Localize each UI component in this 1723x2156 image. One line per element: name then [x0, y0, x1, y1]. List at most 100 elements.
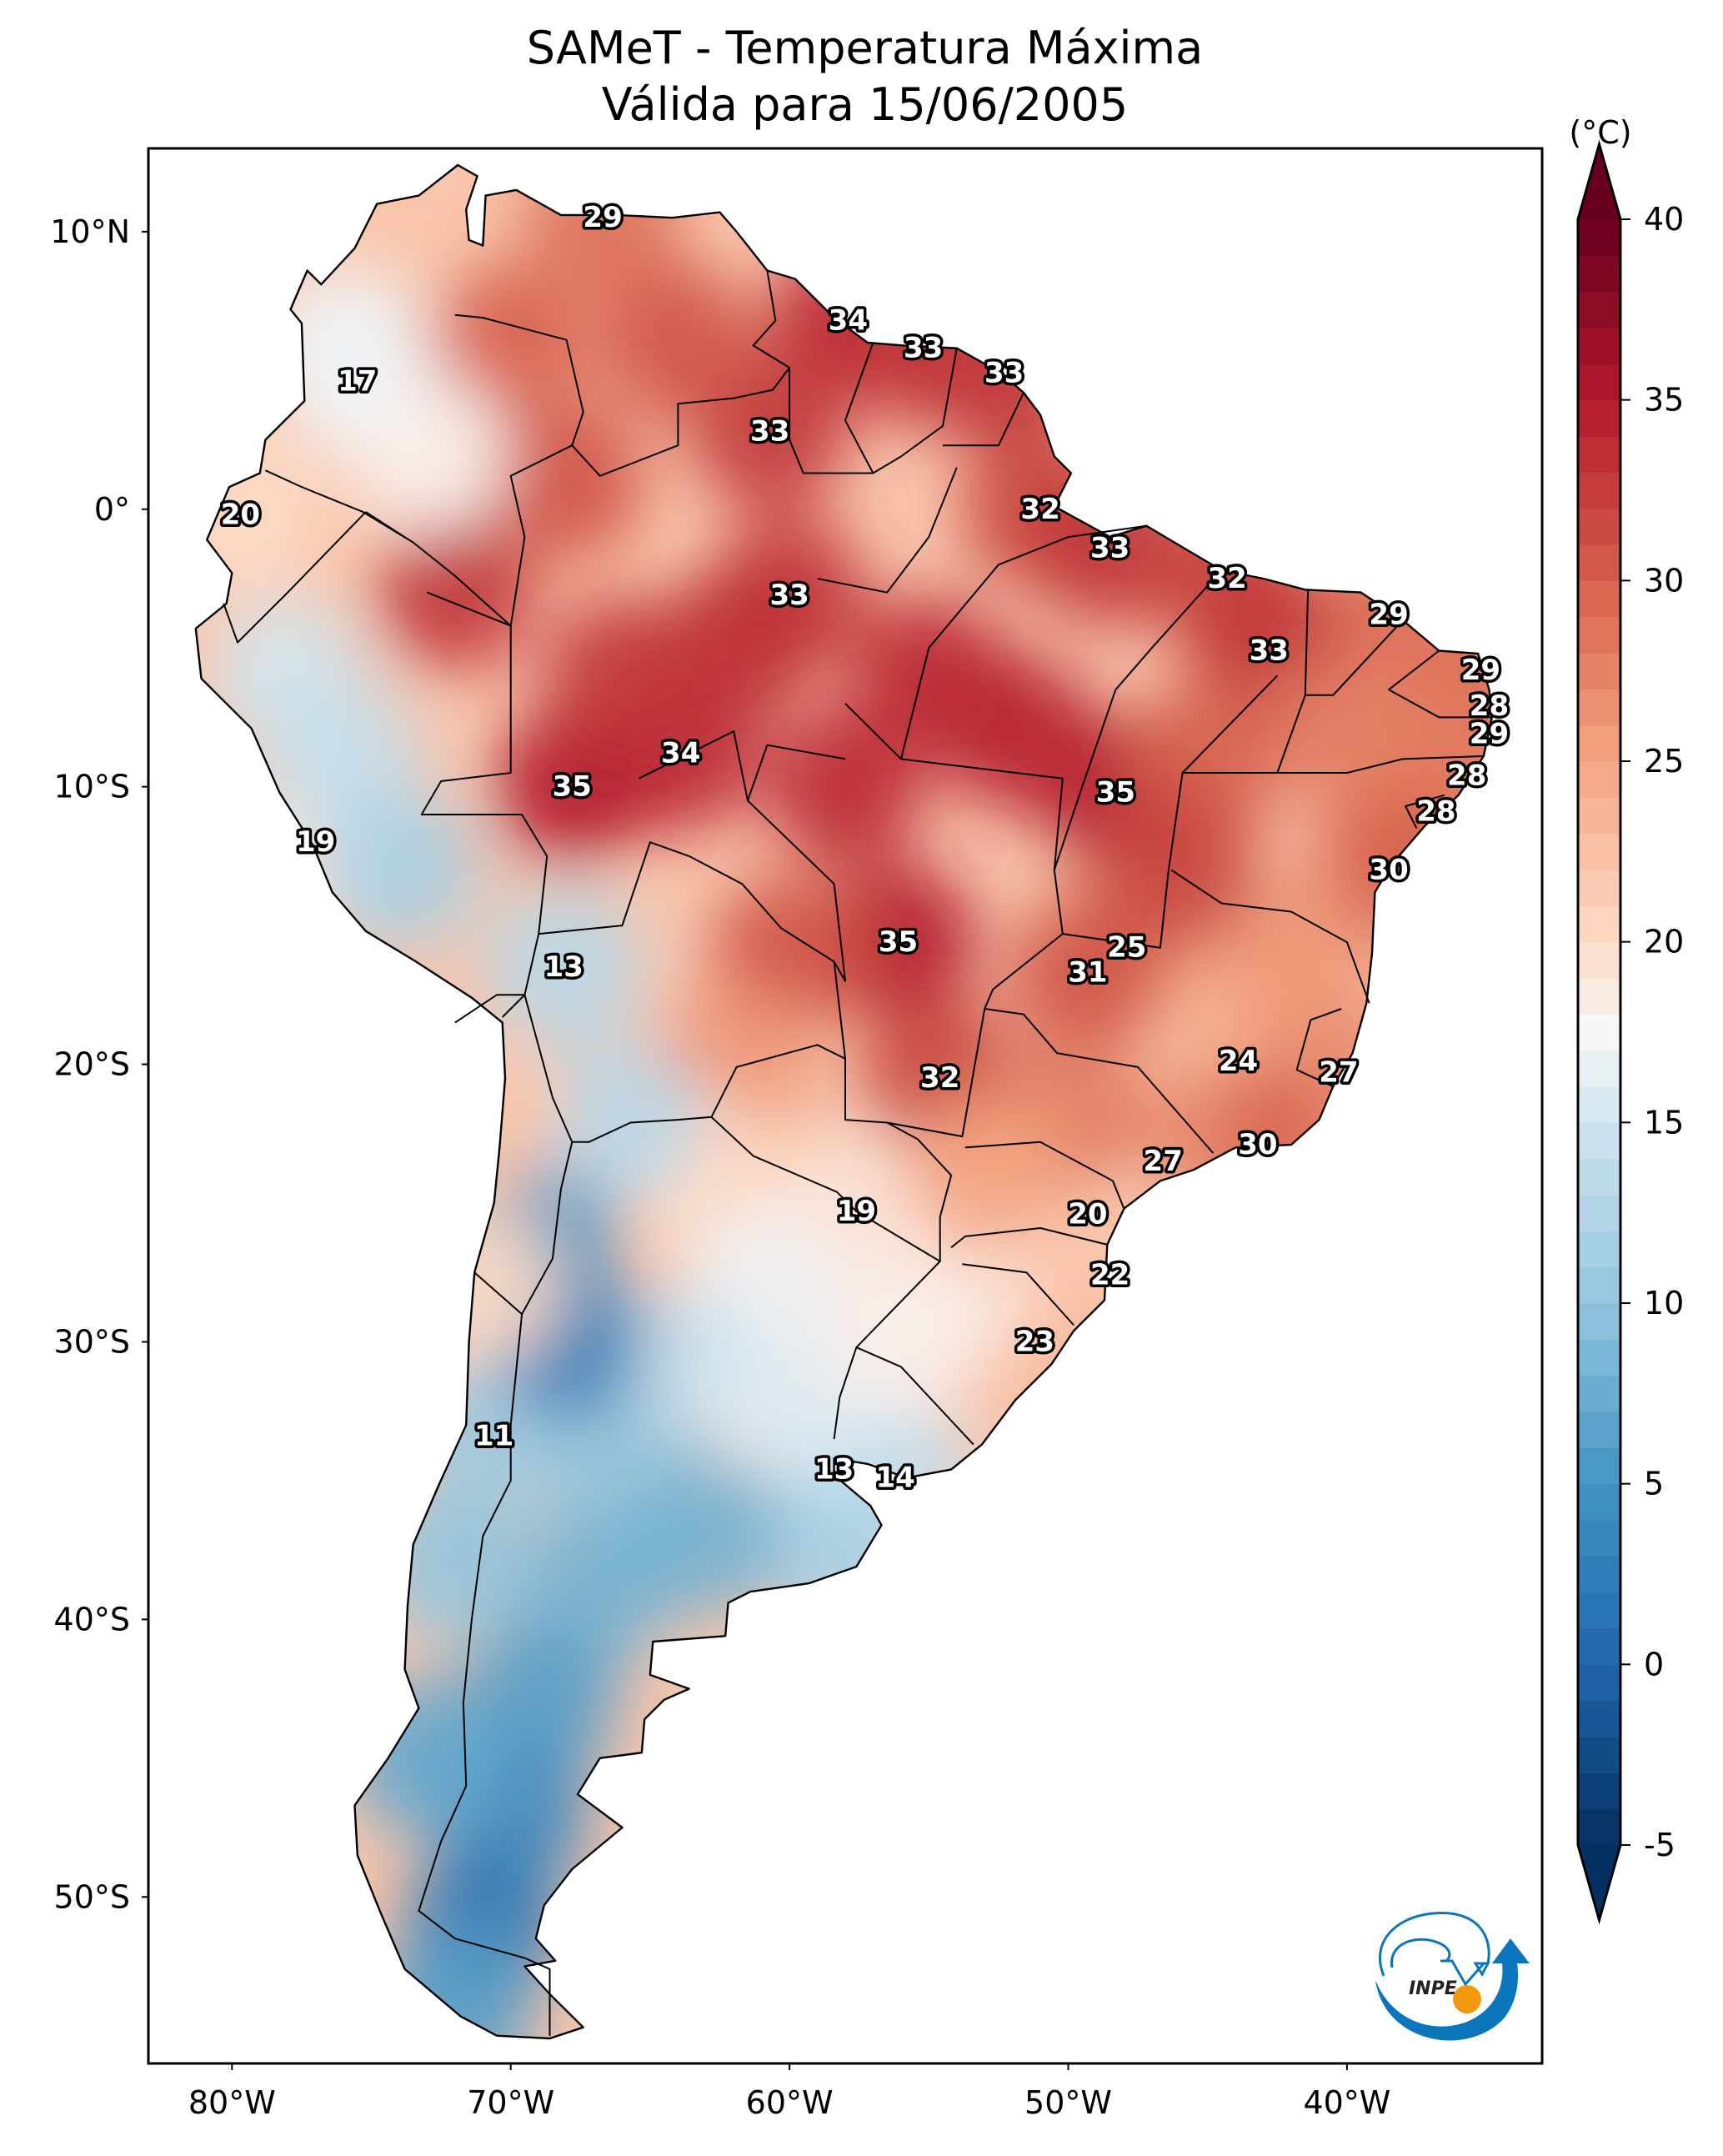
y-tick-label: 20°S	[54, 1046, 130, 1083]
border-line	[1388, 649, 1492, 719]
colorbar-extend-max	[1578, 144, 1620, 219]
colorbar-band	[1578, 1447, 1620, 1485]
border-line	[872, 348, 958, 474]
station-value-label: 11	[474, 1420, 513, 1453]
station-value-label: 17	[338, 365, 377, 399]
border-line	[418, 1141, 573, 2036]
border-line	[1305, 619, 1404, 696]
border-line	[1277, 755, 1484, 774]
temperature-cell	[821, 1262, 980, 1421]
border-line	[454, 994, 525, 1024]
colorbar-band	[1578, 1303, 1620, 1340]
colorbar-tick-label: -5	[1644, 1827, 1675, 1863]
colorbar-band	[1578, 1014, 1620, 1051]
temperature-cell	[905, 1096, 1064, 1255]
station-value-label: 35	[553, 770, 592, 804]
station-value-label: 20	[1068, 1197, 1107, 1231]
station-value-label: 34	[829, 303, 868, 337]
border-line	[710, 1058, 953, 1262]
border-line	[817, 467, 958, 594]
station-value-label: 29	[583, 201, 622, 234]
colorbar-tick-label: 40	[1644, 201, 1684, 238]
logo-inner-arc	[1390, 1938, 1451, 1968]
border-line	[789, 342, 874, 474]
border-line	[420, 591, 548, 1018]
logo-down-arrow	[1440, 1959, 1490, 1987]
colorbar-band	[1578, 1122, 1620, 1160]
x-tick-label: 50°W	[1024, 2084, 1112, 2121]
colorbar-tick-label: 20	[1644, 924, 1684, 960]
temperature-cell	[933, 652, 1092, 811]
border-line	[950, 1227, 1108, 1249]
colorbar-band	[1578, 833, 1620, 870]
temperature-cell	[348, 374, 507, 534]
colorbar-band	[1578, 255, 1620, 293]
colorbar-band	[1578, 472, 1620, 509]
border-line	[264, 469, 414, 544]
logo-orange-dot	[1453, 1985, 1481, 2013]
colorbar-extend-min	[1578, 1845, 1620, 1920]
colorbar-band	[1578, 653, 1620, 689]
x-tick-label: 80°W	[188, 2084, 276, 2121]
colorbar-band	[1578, 1375, 1620, 1412]
temperature-cell	[626, 1457, 785, 1616]
colorbar-band	[1578, 580, 1620, 618]
colorbar-band	[1578, 1737, 1620, 1773]
station-value-label: 19	[837, 1195, 876, 1228]
border-line	[1295, 1008, 1342, 1088]
border-line	[523, 841, 846, 1143]
colorbar-band	[1578, 219, 1620, 256]
y-tick-label: 50°S	[54, 1878, 130, 1915]
station-value-label: 13	[544, 950, 584, 984]
political-borders	[223, 270, 1492, 2036]
border-line	[899, 524, 1147, 760]
colorbar-unit-label: (°C)	[1569, 114, 1631, 151]
station-value-label: 29	[1470, 717, 1509, 750]
colorbar-band	[1578, 1520, 1620, 1557]
colorbar-band	[1578, 1556, 1620, 1593]
border-line	[833, 1261, 941, 1440]
station-value-label: 34	[661, 737, 700, 770]
y-tick-label: 40°S	[54, 1601, 130, 1637]
temperature-cell	[1267, 652, 1426, 811]
colorbar-band	[1578, 1483, 1620, 1521]
logo-text: INPE	[1409, 1978, 1457, 1999]
colorbar-band	[1578, 616, 1620, 654]
border-line	[962, 1263, 1074, 1326]
colorbar-band	[1578, 1086, 1620, 1123]
y-tick-label: 10°N	[50, 213, 130, 250]
border-line	[1170, 869, 1370, 1004]
chart-title-line2: Válida para 15/06/2005	[601, 78, 1129, 131]
colorbar-band	[1578, 689, 1620, 726]
colorbar-band	[1578, 905, 1620, 943]
station-value-label: 25	[1107, 931, 1146, 965]
station-value-label: 28	[1416, 795, 1455, 829]
temperature-cell	[543, 596, 702, 755]
station-value-label: 20	[221, 498, 260, 531]
colorbar-band	[1578, 1628, 1620, 1665]
colorbar-band	[1578, 1339, 1620, 1376]
temperature-cell	[1212, 874, 1371, 1033]
colorbar-band	[1578, 364, 1620, 401]
station-value-label: 33	[750, 415, 789, 449]
colorbar-tick-label: 10	[1644, 1285, 1684, 1321]
border-line	[1053, 569, 1279, 949]
y-tick-label: 10°S	[54, 769, 130, 805]
station-value-label: 33	[904, 332, 943, 365]
colorbar-band	[1578, 399, 1620, 437]
station-value-label: 19	[296, 825, 335, 859]
colorbar-tick-label: 5	[1644, 1466, 1664, 1502]
station-value-label: 32	[1207, 562, 1246, 595]
border-line	[473, 1271, 523, 1315]
station-value-label: 33	[769, 579, 809, 612]
station-value-label: 13	[814, 1453, 854, 1487]
temperature-cell	[543, 1040, 702, 1200]
colorbar-band	[1578, 291, 1620, 328]
border-line	[964, 1141, 1125, 1210]
station-value-label: 35	[1096, 775, 1135, 809]
border-line	[887, 1008, 1215, 1154]
colorbar-band	[1578, 797, 1620, 835]
